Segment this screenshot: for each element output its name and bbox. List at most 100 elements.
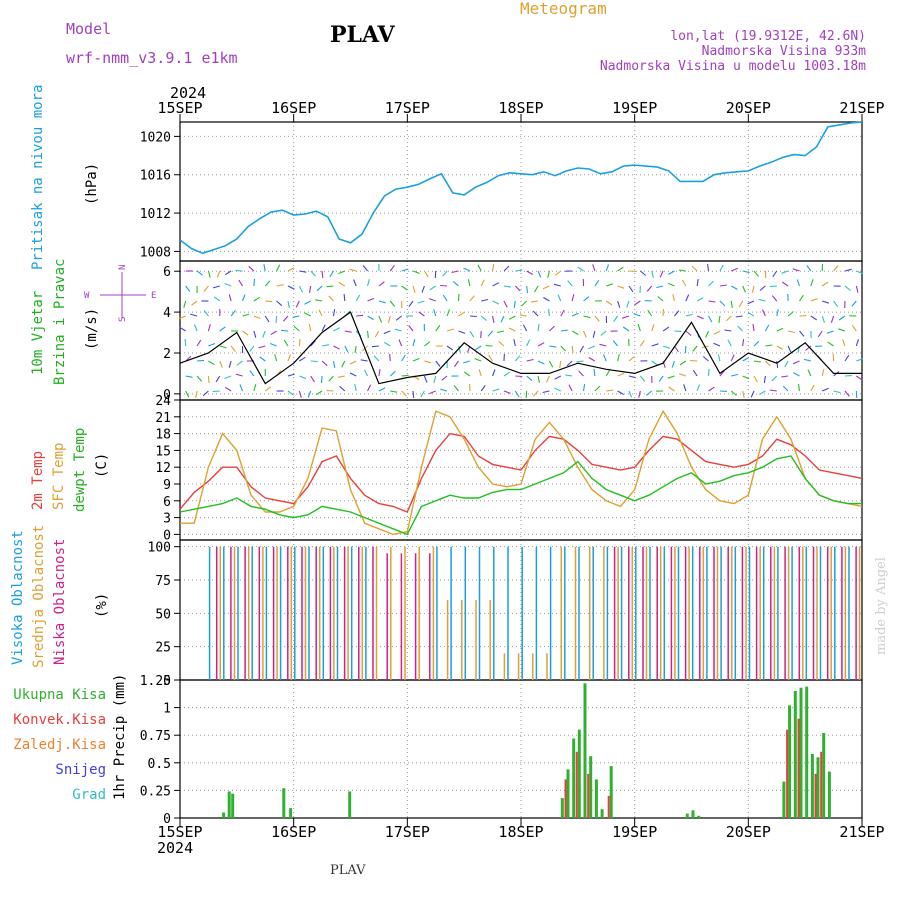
ytick-label-temp: 0	[163, 528, 171, 543]
wind-arrow	[282, 315, 289, 322]
made-by-credit: made by Angel	[874, 557, 889, 655]
wind-arrow	[458, 311, 465, 317]
ytick-label-temp: 18	[155, 428, 171, 443]
wind-arrow	[480, 330, 482, 339]
wind-arrow	[469, 295, 475, 302]
pressure-ylabel: Pritisak na nivou mora	[30, 85, 46, 270]
wind-arrow	[408, 300, 414, 308]
wind-arrow	[708, 300, 716, 303]
wind-arrow	[658, 375, 664, 383]
ytick-label-precip: 0	[163, 812, 171, 827]
model-label: Model	[66, 20, 111, 38]
wind-arrow	[678, 269, 686, 272]
wind-arrow	[719, 264, 724, 272]
wind-arrow	[543, 297, 550, 302]
wind-arrow	[514, 355, 521, 362]
wind-arrow	[622, 315, 630, 319]
wind-arrow	[276, 300, 283, 307]
wind-arrow	[617, 300, 621, 308]
wind-arrow	[781, 375, 789, 378]
wind-arrow	[228, 294, 232, 302]
wind-arrow	[480, 279, 485, 287]
wind-arrow	[475, 345, 482, 351]
wind-arrow	[799, 294, 804, 302]
wind-arrow	[576, 360, 584, 363]
wind-arrow	[446, 328, 454, 332]
wind-arrow	[339, 385, 346, 392]
wind-arrow	[435, 360, 441, 367]
ytick-label-temp: 24	[155, 394, 171, 409]
xtick-label-top: 19SEP	[612, 99, 657, 117]
wind-arrow	[270, 330, 277, 336]
wind-arrow	[349, 372, 357, 377]
wind-arrow	[469, 330, 475, 338]
wind-arrow	[514, 390, 520, 398]
wind-arrow	[559, 360, 562, 368]
precip-total-bar	[289, 808, 293, 818]
wind-arrow	[793, 372, 800, 377]
wind-arrow	[751, 285, 755, 293]
wind-arrow	[203, 310, 209, 317]
precip-total-bar	[816, 757, 820, 818]
year-top: 2024	[170, 84, 206, 102]
wind-arrow	[851, 300, 857, 307]
pressure-unit: (hPa)	[84, 163, 100, 205]
ytick-label-pressure: 1008	[140, 245, 171, 260]
wind-arrow	[298, 390, 302, 398]
wind-arrow	[185, 375, 193, 378]
wind-arrow	[856, 270, 864, 275]
wind-arrow	[842, 339, 846, 347]
wind-arrow	[855, 339, 860, 347]
precip-total-bar	[222, 812, 226, 818]
precip-total-bar	[799, 687, 803, 818]
wind-arrow	[362, 265, 368, 272]
wind-arrow	[742, 339, 745, 347]
wind-arrow	[274, 354, 278, 362]
temp-ylabel-a: 2m Temp	[30, 451, 46, 510]
wind-arrow	[692, 345, 698, 352]
wind-arrow	[387, 315, 391, 323]
wind-arrow	[526, 375, 533, 382]
wind-arrow	[515, 269, 523, 272]
wind-arrow	[742, 270, 750, 274]
wind-arrow	[514, 285, 521, 292]
wind-arrow	[363, 369, 369, 377]
wind-arrow	[577, 266, 584, 272]
wind-arrow	[480, 384, 486, 392]
wind-arrow	[750, 390, 755, 398]
wind-arrow	[776, 309, 779, 317]
wind-arrow	[566, 360, 573, 367]
wind-arrow	[731, 267, 738, 272]
wind-arrow	[651, 324, 655, 332]
wind-arrow	[602, 354, 607, 362]
wind-arrow	[639, 375, 646, 382]
wind-arrow	[560, 345, 566, 352]
wind-arrow	[764, 360, 771, 367]
wind-arrow	[264, 315, 270, 323]
wind-arrow	[796, 279, 801, 287]
wind-arrow	[583, 296, 590, 302]
wind-arrow	[458, 330, 466, 334]
precip-conv-bar	[797, 718, 800, 818]
wind-arrow	[628, 375, 636, 379]
wind-arrow	[424, 360, 432, 364]
wind-arrow	[487, 330, 493, 337]
wind-arrow	[378, 300, 386, 304]
precip-total-bar	[231, 793, 235, 818]
wind-arrow	[224, 375, 232, 380]
wind-arrow	[691, 265, 698, 272]
wind-arrow	[503, 300, 508, 308]
wind-arrow	[308, 323, 312, 332]
wind-arrow	[316, 285, 323, 292]
wind-arrow	[651, 360, 658, 366]
precip-total-bar	[827, 771, 831, 818]
wind-arrow	[463, 360, 471, 364]
wind-arrow	[821, 387, 829, 392]
wind-arrow	[638, 390, 641, 398]
wind-arrow	[672, 294, 675, 302]
wind-arrow	[592, 264, 596, 272]
wind-arrow	[600, 330, 607, 336]
wind-arrow	[276, 284, 284, 287]
wind-arrow	[645, 390, 653, 396]
wind-arrow	[537, 375, 541, 383]
